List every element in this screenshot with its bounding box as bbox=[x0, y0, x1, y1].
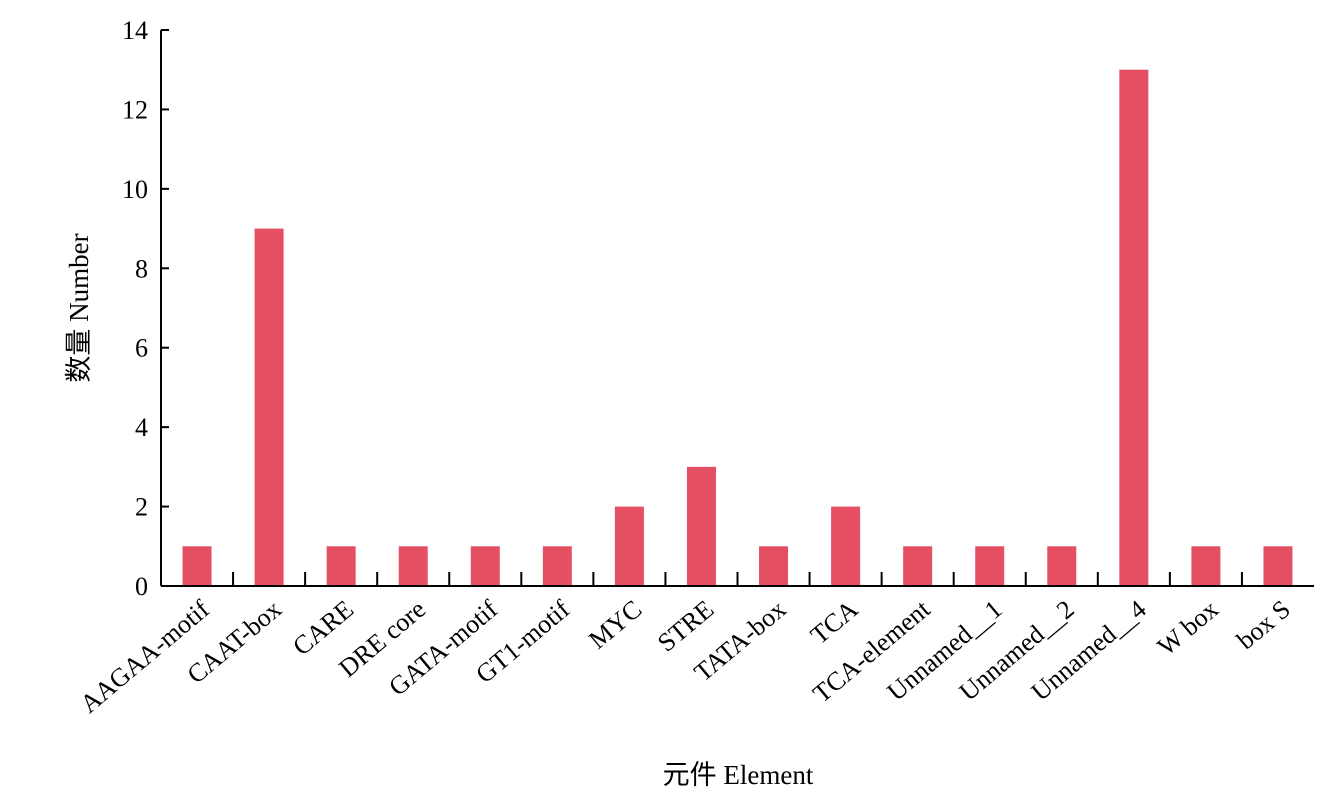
y-tick-label: 12 bbox=[122, 95, 148, 124]
bar bbox=[903, 546, 933, 586]
x-tick-label: MYC bbox=[583, 594, 647, 654]
bar bbox=[1047, 546, 1077, 586]
y-tick-label: 14 bbox=[122, 16, 148, 45]
bar bbox=[831, 506, 861, 586]
bar bbox=[470, 546, 500, 586]
y-tick-label: 4 bbox=[135, 413, 148, 442]
x-tick-label: box S bbox=[1231, 594, 1296, 655]
bar bbox=[686, 466, 716, 586]
y-tick-label: 0 bbox=[135, 572, 148, 601]
bar bbox=[254, 228, 284, 587]
x-axis-label: 元件 Element bbox=[663, 760, 814, 790]
bar bbox=[975, 546, 1005, 586]
y-tick-label: 8 bbox=[135, 254, 148, 283]
x-tick-label: W box bbox=[1152, 594, 1224, 661]
bar bbox=[542, 546, 572, 586]
bar bbox=[182, 546, 212, 586]
y-tick-label: 6 bbox=[135, 334, 148, 363]
y-tick-label: 10 bbox=[122, 175, 148, 204]
bar bbox=[614, 506, 644, 586]
y-ticks-group: 0 2 4 6 8 10 12 14 bbox=[122, 16, 169, 601]
bar bbox=[398, 546, 428, 586]
x-tick-label: TCA bbox=[805, 594, 864, 650]
y-axis-label: 数量 Number bbox=[64, 233, 94, 382]
bar bbox=[326, 546, 356, 586]
y-tick-label: 2 bbox=[135, 493, 148, 522]
bar bbox=[1119, 69, 1149, 586]
bars-group bbox=[182, 69, 1293, 587]
bar bbox=[759, 546, 789, 586]
bar bbox=[1191, 546, 1221, 586]
bar bbox=[1263, 546, 1293, 586]
